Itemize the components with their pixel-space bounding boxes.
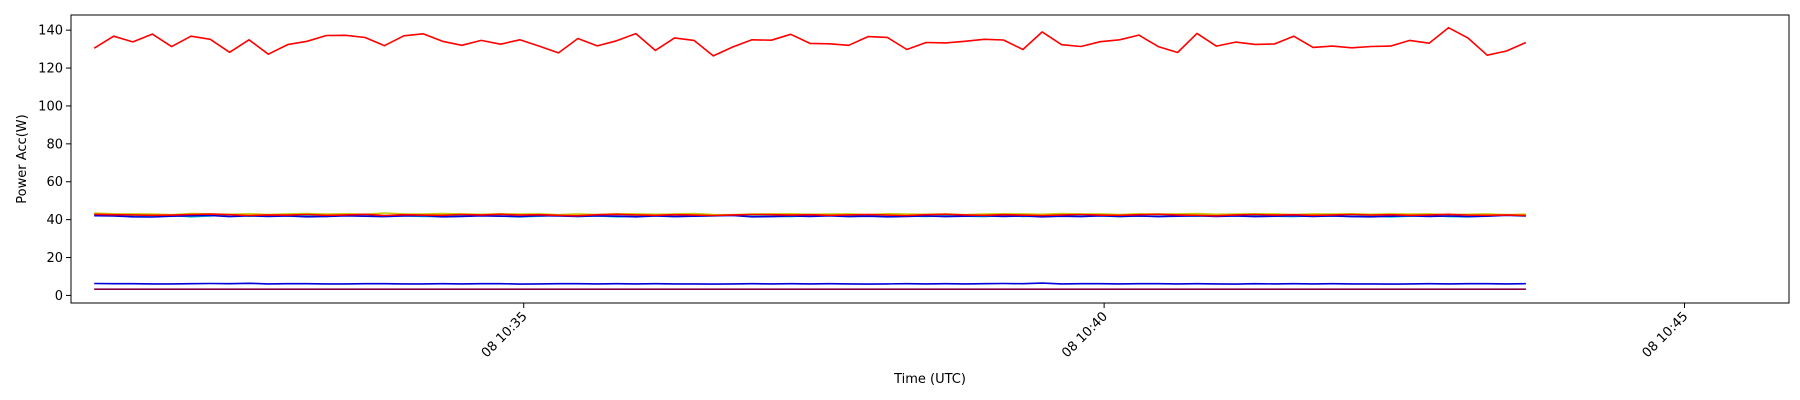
y-tick-label: 100 (38, 99, 63, 114)
y-tick-label: 20 (46, 251, 63, 266)
x-tick-label: 08 10:40 (1059, 309, 1111, 361)
x-axis-label: Time (UTC) (893, 372, 966, 387)
y-tick-label: 140 (38, 24, 63, 39)
y-axis-label: Power Acc(W) (15, 114, 30, 203)
series-line-5 (94, 213, 1526, 217)
y-tick-label: 60 (46, 175, 63, 190)
series-line-1 (93, 26, 1527, 57)
series-layer (93, 26, 1527, 291)
y-tick-label: 80 (46, 137, 63, 152)
y-tick-label: 0 (55, 289, 63, 304)
plot-frame (70, 14, 1790, 304)
x-axis: 08 10:35 08 10:40 08 10:45 (479, 303, 1692, 361)
series-line-6 (94, 282, 1526, 285)
series-line-4 (94, 214, 1526, 218)
y-tick-label: 120 (38, 62, 63, 77)
x-tick-label: 08 10:45 (1640, 309, 1692, 361)
y-tick-label: 40 (46, 213, 63, 228)
y-axis: 0 20 40 60 80 100 120 140 (38, 24, 71, 304)
x-tick-label: 08 10:35 (479, 309, 531, 361)
